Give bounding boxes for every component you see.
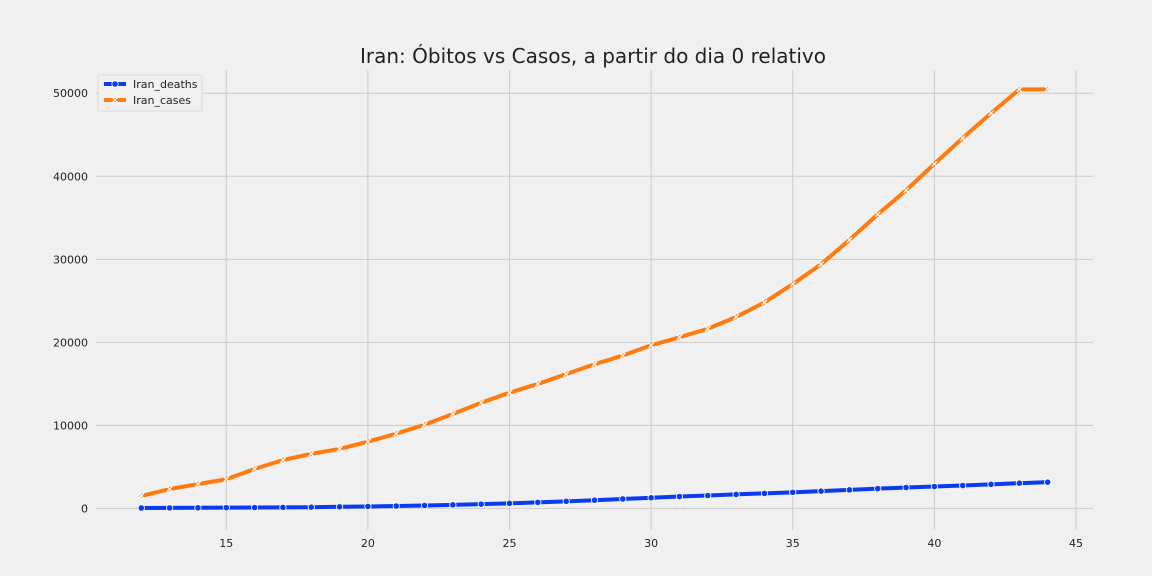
x-tick-label: 30	[644, 537, 658, 550]
data-point	[959, 481, 967, 490]
data-point	[1015, 479, 1023, 487]
data-point	[364, 438, 371, 445]
data-point	[166, 485, 173, 493]
data-point	[733, 314, 740, 321]
y-tick-label: 40000	[53, 170, 88, 183]
data-point	[420, 501, 429, 510]
data-point	[307, 503, 315, 511]
y-tick-label: 0	[81, 502, 88, 515]
grid-lines	[96, 70, 1093, 530]
data-point	[392, 502, 400, 510]
data-point	[223, 476, 230, 483]
data-point	[903, 187, 910, 194]
data-point	[1044, 478, 1052, 486]
data-point	[222, 504, 230, 512]
data-point	[534, 380, 541, 387]
legend: Iran_deaths Iran_cases	[97, 74, 203, 112]
data-point	[846, 236, 853, 243]
x-tick-label: 40	[927, 537, 941, 550]
data-point	[789, 281, 796, 288]
y-tick-label: 10000	[53, 419, 88, 432]
data-point	[789, 488, 797, 496]
data-point	[817, 487, 825, 495]
x-tick-label: 20	[361, 537, 375, 550]
data-point	[704, 491, 712, 500]
data-point	[675, 492, 684, 501]
data-point	[336, 445, 343, 452]
x-tick-label: 15	[219, 537, 233, 550]
legend-marker	[111, 80, 119, 88]
data-point	[760, 489, 769, 497]
data-point	[931, 160, 938, 167]
data-point	[137, 504, 145, 512]
data-point	[619, 352, 626, 359]
legend-marker	[111, 96, 119, 104]
x-tick-label: 25	[503, 537, 517, 550]
data-point	[251, 503, 259, 512]
data-point	[1016, 86, 1023, 93]
data-point	[562, 497, 570, 505]
data-point	[364, 502, 372, 511]
series-Iran_deaths	[137, 478, 1052, 512]
data-point	[449, 411, 456, 418]
data-point	[930, 482, 938, 491]
data-point	[421, 421, 428, 428]
legend-label: Iran_cases	[133, 94, 191, 107]
y-axis-ticks: 0 10000 20000 30000 40000 50000	[53, 87, 88, 515]
data-point	[988, 110, 995, 117]
data-point	[647, 494, 655, 502]
y-tick-label: 30000	[53, 253, 88, 266]
data-point	[166, 504, 174, 512]
x-tick-label: 45	[1069, 537, 1083, 550]
data-point	[959, 135, 966, 142]
data-point	[506, 389, 513, 396]
data-point	[845, 486, 854, 494]
data-point	[761, 299, 768, 306]
data-point	[279, 457, 286, 464]
data-point	[987, 480, 995, 488]
chart-title: Iran: Óbitos vs Casos, a partir do dia 0…	[360, 44, 826, 68]
data-point	[477, 500, 485, 508]
data-point	[704, 325, 711, 332]
data-point	[591, 361, 598, 368]
data-point	[279, 503, 287, 511]
x-tick-label: 35	[786, 537, 800, 550]
data-point	[732, 490, 740, 499]
data-point	[874, 485, 882, 493]
data-point	[874, 211, 881, 218]
y-tick-label: 20000	[53, 336, 88, 349]
data-point	[251, 465, 258, 473]
data-point	[818, 261, 825, 268]
data-point	[563, 371, 570, 378]
data-point	[335, 503, 344, 511]
data-point	[393, 430, 400, 437]
data-point	[590, 496, 599, 504]
data-point	[902, 483, 910, 492]
data-point	[449, 501, 457, 509]
data-point	[194, 504, 202, 512]
data-point	[308, 450, 315, 457]
data-point	[505, 499, 514, 507]
plot-background	[96, 70, 1093, 530]
series-Iran_cases	[138, 86, 1051, 499]
data-point	[534, 498, 542, 506]
x-axis-ticks: 15 20 25 30 35 40 45	[219, 537, 1083, 550]
data-point	[648, 342, 655, 349]
series-layer	[137, 86, 1052, 512]
data-point	[619, 495, 627, 503]
data-point	[194, 481, 201, 488]
data-point	[478, 399, 485, 406]
data-point	[1044, 86, 1051, 93]
data-point	[676, 334, 683, 341]
legend-label: Iran_deaths	[133, 78, 198, 91]
y-tick-label: 50000	[53, 87, 88, 100]
data-point	[138, 492, 145, 499]
